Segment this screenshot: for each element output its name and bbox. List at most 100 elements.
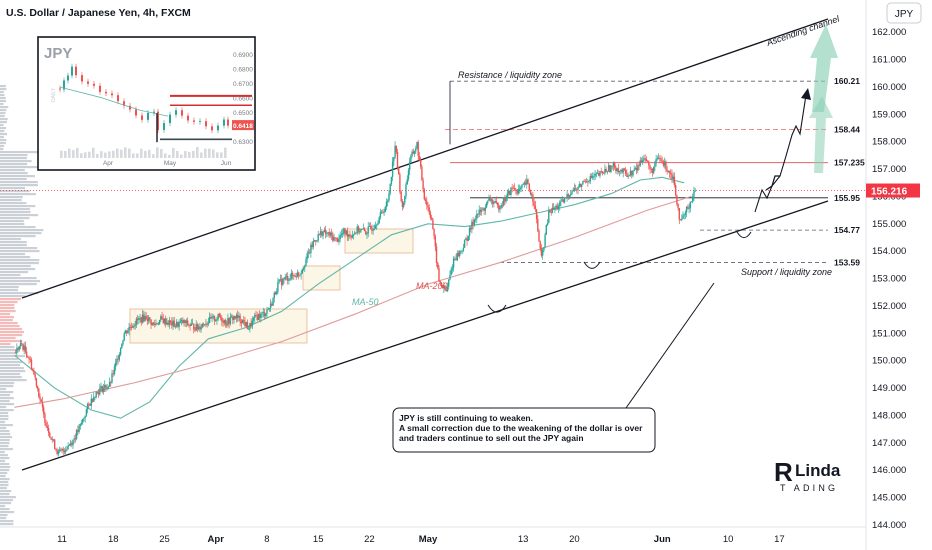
candle-body [251, 320, 253, 327]
candle-body [605, 168, 607, 172]
currency-badge-box[interactable] [886, 2, 922, 24]
candle-body [485, 202, 488, 208]
candle-body [623, 168, 626, 170]
price-axis-tick[interactable]: 162.000 [872, 27, 906, 38]
volume-profile-bar [0, 208, 30, 211]
price-axis-tick[interactable]: 146.000 [872, 465, 906, 476]
price-axis-tick[interactable]: 160.000 [872, 82, 906, 93]
candle-body [217, 313, 219, 320]
price-axis-tick[interactable]: 158.000 [872, 137, 906, 148]
candle-body [206, 323, 208, 325]
current-price-label[interactable]: 156.216 [871, 187, 908, 198]
candle-body [405, 184, 407, 196]
candle-body [627, 176, 629, 177]
candle-body [688, 208, 690, 210]
time-axis-tick[interactable]: 15 [313, 534, 324, 545]
candle-body [279, 279, 282, 280]
candle-body [43, 407, 45, 414]
candle-body [540, 248, 543, 256]
candle-body [657, 158, 660, 159]
price-axis-tick[interactable]: 154.000 [872, 246, 906, 257]
candle-body [470, 228, 472, 230]
price-axis-tick[interactable]: 144.000 [872, 520, 906, 531]
time-axis-tick[interactable]: 17 [774, 534, 785, 545]
candle-body [345, 230, 347, 235]
candle-body [391, 161, 394, 177]
channel-lower-line [21, 200, 829, 471]
candle-body [52, 439, 55, 441]
candle-body [394, 145, 396, 158]
price-axis-tick[interactable]: 145.000 [872, 493, 906, 504]
volume-profile-bar [0, 400, 10, 403]
candle-body [635, 168, 638, 171]
candle-body [651, 169, 654, 173]
time-axis-tick[interactable]: 18 [108, 534, 119, 545]
candle-body [154, 324, 156, 325]
price-axis-tick[interactable]: 149.000 [872, 383, 906, 394]
candle-body [226, 324, 228, 326]
price-axis-tick[interactable]: 150.000 [872, 356, 906, 367]
volume-profile-bar [0, 361, 23, 364]
price-axis-tick[interactable]: 148.000 [872, 410, 906, 421]
time-axis-tick[interactable]: 10 [723, 534, 734, 545]
candle-body [538, 230, 540, 242]
volume-profile-bar [0, 286, 19, 289]
candle-body [643, 158, 645, 161]
price-axis-tick[interactable]: 152.000 [872, 301, 906, 312]
candle-body [62, 448, 64, 451]
candle-body [439, 281, 441, 283]
candle-body [151, 322, 153, 325]
time-axis-tick[interactable]: Jun [654, 534, 671, 545]
time-axis-tick[interactable]: Apr [208, 534, 225, 545]
inset-x-tick: Jun [221, 160, 232, 167]
volume-profile-bar [0, 106, 9, 109]
price-axis-tick[interactable]: 153.000 [872, 274, 906, 285]
candle-body [599, 171, 601, 176]
candle-body [343, 228, 345, 233]
candle-body [78, 425, 80, 432]
time-axis[interactable]: 11 18 25 Apr 8 15 22 May 13 20 Jun 10 17 [57, 534, 785, 545]
time-axis-tick[interactable]: 11 [57, 534, 67, 545]
candle-body [350, 235, 352, 238]
candle-body [384, 207, 386, 213]
candle-body [423, 189, 425, 200]
inset-volume-bar [60, 150, 63, 158]
inset-candle-body [75, 66, 77, 76]
currency-badge[interactable]: JPY [895, 9, 914, 20]
candle-body [675, 185, 677, 196]
inset-ma [59, 86, 169, 117]
candle-body [104, 385, 106, 388]
price-axis-tick[interactable]: 147.000 [872, 438, 906, 449]
candle-body [504, 197, 506, 202]
time-axis-tick[interactable]: May [419, 534, 438, 545]
price-axis-tick[interactable]: 151.000 [872, 328, 906, 339]
price-axis-tick[interactable]: 161.000 [872, 55, 906, 66]
volume-profile-bar [0, 367, 24, 370]
price-axis-tick[interactable]: 155.000 [872, 219, 906, 230]
time-axis-tick[interactable]: 22 [364, 534, 375, 545]
candle-body [218, 313, 221, 317]
candle-body [432, 219, 434, 229]
time-axis-tick[interactable]: 20 [569, 534, 580, 545]
candle-body [667, 170, 669, 172]
candle-body [71, 443, 73, 446]
current-price-badge[interactable] [866, 183, 920, 198]
volume-profile-bar [0, 289, 18, 292]
volume-profile-bar [0, 454, 8, 457]
candle-body [352, 234, 355, 236]
price-axis-tick[interactable]: 157.000 [872, 164, 906, 175]
candle-body [452, 258, 455, 268]
time-axis-tick[interactable]: 25 [159, 534, 170, 545]
volume-profile-bar [0, 241, 27, 244]
price-axis-tick[interactable]: 159.000 [872, 109, 906, 120]
inset-volume-bar [168, 154, 171, 158]
candle-body [321, 231, 323, 236]
price-axis[interactable]: 144.000 145.000 146.000 147.000 148.000 149.0… [866, 27, 920, 531]
volume-profile-bar [0, 481, 9, 484]
time-axis-tick[interactable]: 13 [518, 534, 529, 545]
time-axis-tick[interactable]: 8 [264, 534, 269, 545]
candle-body [466, 238, 468, 241]
volume-profile [0, 85, 44, 526]
volume-profile-bar [0, 283, 37, 286]
candle-body [418, 156, 421, 161]
